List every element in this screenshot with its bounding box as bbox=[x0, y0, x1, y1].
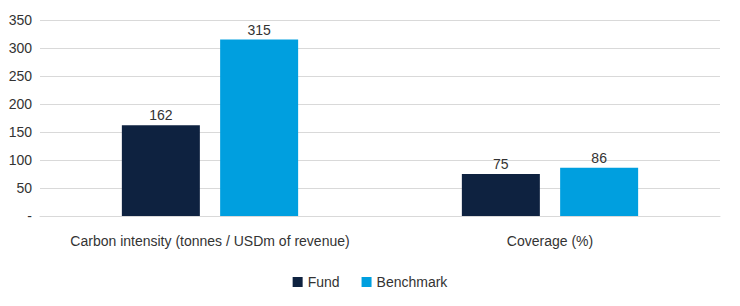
svg-text:162: 162 bbox=[149, 107, 173, 123]
svg-text:Carbon intensity (tonnes / USD: Carbon intensity (tonnes / USDm of reven… bbox=[70, 233, 349, 249]
svg-text:50: 50 bbox=[16, 180, 32, 196]
svg-text:75: 75 bbox=[493, 156, 509, 172]
svg-text:300: 300 bbox=[9, 40, 33, 56]
svg-text:200: 200 bbox=[9, 96, 33, 112]
svg-text:315: 315 bbox=[247, 22, 271, 38]
svg-text:250: 250 bbox=[9, 68, 33, 84]
svg-text:150: 150 bbox=[9, 124, 33, 140]
svg-text:-: - bbox=[27, 208, 32, 224]
svg-text:350: 350 bbox=[9, 12, 33, 28]
svg-text:Fund: Fund bbox=[308, 274, 340, 290]
svg-text:86: 86 bbox=[591, 150, 607, 166]
svg-text:Coverage (%): Coverage (%) bbox=[507, 233, 593, 249]
svg-text:100: 100 bbox=[9, 152, 33, 168]
svg-text:Benchmark: Benchmark bbox=[377, 274, 449, 290]
